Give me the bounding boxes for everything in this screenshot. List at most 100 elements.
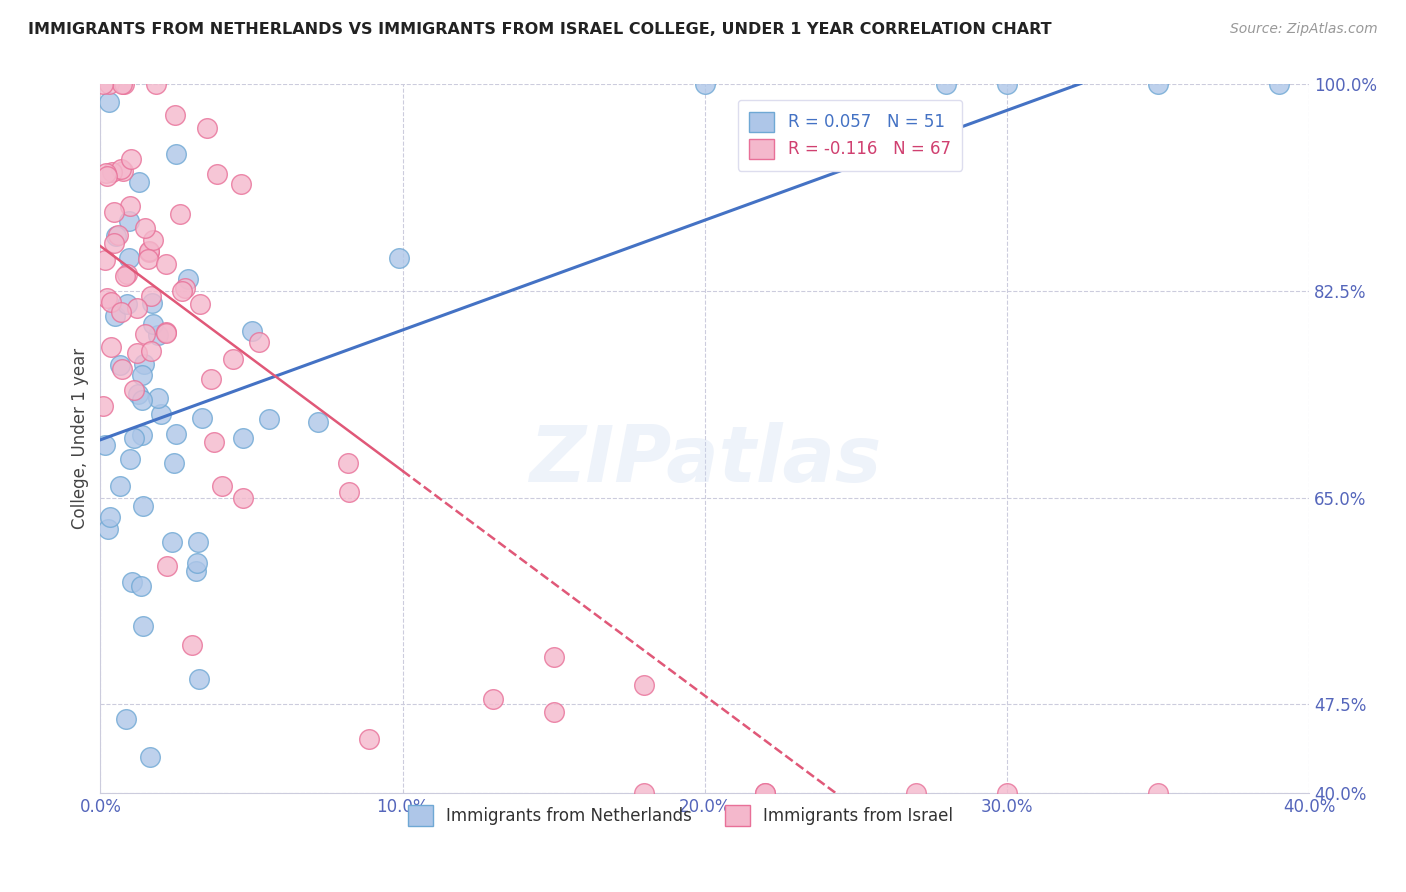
Point [107, 228, 129, 243]
Point [111, 362, 134, 376]
Point [165, 427, 187, 442]
Point [118, 452, 141, 467]
Point [186, 556, 208, 570]
Point [202, 435, 225, 450]
Point [995, 786, 1018, 800]
Point [132, 619, 155, 633]
Point [155, 326, 177, 341]
Point [145, 78, 167, 92]
Point [232, 431, 254, 445]
Legend: Immigrants from Netherlands, Immigrants from Israel: Immigrants from Netherlands, Immigrants … [399, 797, 962, 834]
Point [935, 78, 957, 92]
Text: Source: ZipAtlas.com: Source: ZipAtlas.com [1230, 22, 1378, 37]
Point [200, 372, 222, 386]
Point [259, 411, 281, 425]
Point [149, 407, 172, 421]
Point [118, 251, 141, 265]
Point [132, 357, 155, 371]
Point [188, 297, 211, 311]
Point [543, 650, 565, 665]
Point [141, 343, 163, 358]
Point [1268, 78, 1291, 92]
Point [165, 147, 187, 161]
Point [905, 786, 928, 800]
Point [139, 289, 162, 303]
Point [633, 678, 655, 692]
Point [156, 558, 179, 573]
Point [176, 271, 198, 285]
Point [96, 166, 118, 180]
Point [97, 78, 120, 92]
Point [112, 163, 135, 178]
Point [103, 205, 125, 219]
Point [172, 284, 194, 298]
Point [94, 253, 117, 268]
Point [359, 731, 381, 746]
Point [93, 78, 115, 92]
Point [111, 78, 134, 92]
Point [112, 78, 135, 92]
Point [96, 169, 118, 183]
Point [754, 786, 776, 800]
Point [174, 281, 197, 295]
Point [131, 368, 153, 383]
Point [100, 295, 122, 310]
Point [124, 431, 146, 445]
Point [229, 178, 252, 192]
Point [232, 491, 254, 505]
Point [104, 309, 127, 323]
Point [98, 509, 121, 524]
Point [125, 345, 148, 359]
Point [104, 228, 127, 243]
Point [93, 399, 115, 413]
Point [122, 384, 145, 398]
Point [138, 244, 160, 258]
Point [195, 121, 218, 136]
Point [120, 152, 142, 166]
Point [139, 749, 162, 764]
Point [1147, 78, 1170, 92]
Point [127, 387, 149, 401]
Point [108, 479, 131, 493]
Point [543, 705, 565, 719]
Point [114, 713, 136, 727]
Text: ZIPatlas: ZIPatlas [529, 422, 880, 498]
Point [146, 327, 169, 342]
Point [128, 175, 150, 189]
Point [845, 132, 868, 146]
Point [118, 199, 141, 213]
Point [131, 428, 153, 442]
Point [155, 326, 177, 340]
Point [100, 340, 122, 354]
Point [117, 214, 139, 228]
Point [94, 438, 117, 452]
Point [129, 579, 152, 593]
Point [121, 575, 143, 590]
Point [110, 161, 132, 176]
Point [136, 252, 159, 266]
Point [247, 334, 270, 349]
Point [995, 78, 1018, 92]
Point [337, 485, 360, 500]
Point [110, 304, 132, 318]
Point [134, 326, 156, 341]
Point [188, 672, 211, 686]
Point [142, 233, 165, 247]
Text: IMMIGRANTS FROM NETHERLANDS VS IMMIGRANTS FROM ISRAEL COLLEGE, UNDER 1 YEAR CORR: IMMIGRANTS FROM NETHERLANDS VS IMMIGRANT… [28, 22, 1052, 37]
Point [163, 456, 186, 470]
Point [100, 165, 122, 179]
Point [115, 267, 138, 281]
Point [187, 534, 209, 549]
Point [96, 291, 118, 305]
Point [160, 534, 183, 549]
Point [141, 296, 163, 310]
Point [131, 392, 153, 407]
Point [103, 236, 125, 251]
Point [190, 411, 212, 425]
Point [169, 207, 191, 221]
Point [482, 692, 505, 706]
Point [132, 499, 155, 513]
Point [754, 786, 776, 800]
Point [307, 415, 329, 429]
Point [221, 351, 243, 366]
